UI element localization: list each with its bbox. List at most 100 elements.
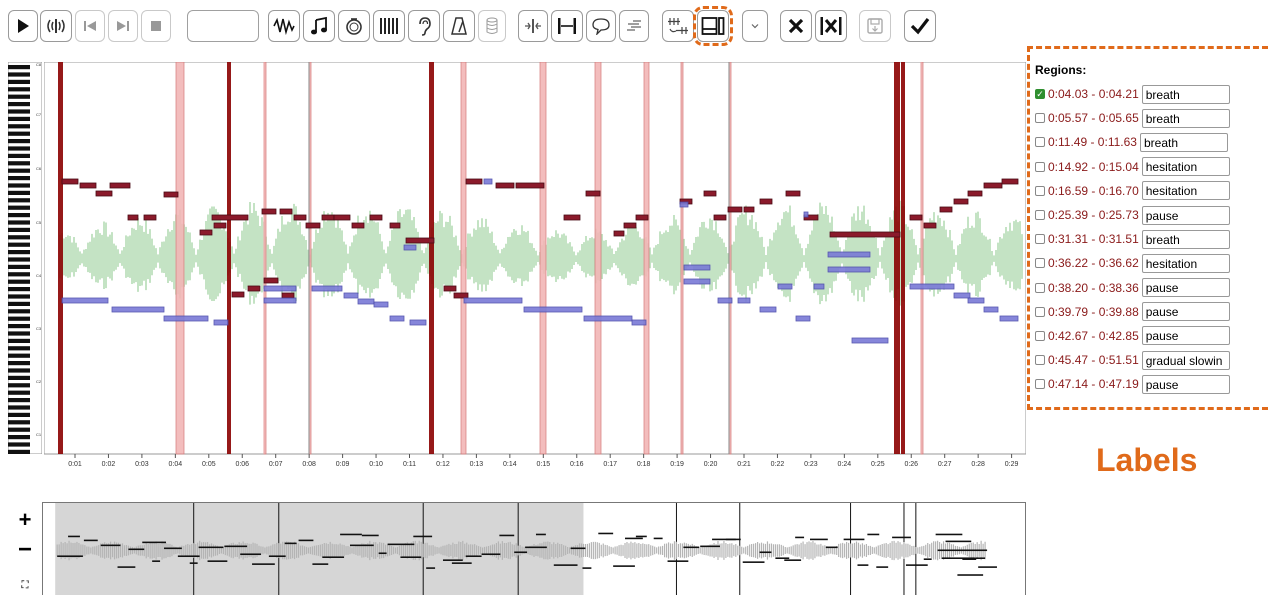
black-key [8, 242, 30, 247]
region-label-input[interactable]: pause [1141, 302, 1230, 322]
region-checkbox[interactable] [1035, 306, 1045, 317]
skip-back-button[interactable] [75, 10, 105, 42]
region-band [643, 62, 650, 455]
region-time[interactable]: 0:31.31 - 0:31.51 [1048, 232, 1139, 247]
region-dropdown[interactable] [742, 10, 768, 42]
region-checkbox[interactable] [1035, 161, 1045, 172]
region-checkbox[interactable] [1035, 379, 1045, 390]
ear-button[interactable] [408, 10, 440, 42]
align-button[interactable] [662, 10, 694, 42]
region-label-input[interactable]: breath [1141, 84, 1230, 104]
overview-timeline[interactable] [42, 502, 1026, 595]
stop-button[interactable] [141, 10, 171, 42]
region-time[interactable]: 0:42.67 - 0:42.85 [1048, 328, 1139, 343]
list-button[interactable] [619, 10, 649, 42]
audio-toggle-button[interactable] [40, 10, 72, 42]
region-checkbox[interactable] [1035, 113, 1045, 124]
time-tick-label: 0:19 [670, 461, 684, 468]
overview-note [759, 551, 772, 554]
comment-button[interactable] [586, 10, 616, 42]
region-label-input[interactable]: pause [1141, 278, 1230, 298]
note-red [703, 190, 717, 197]
play-button[interactable] [8, 10, 38, 42]
region-row: 0:39.79 - 0:39.88 pause [1035, 300, 1268, 324]
region-band-selected [227, 62, 231, 454]
zoom-in-button[interactable]: + [18, 507, 32, 532]
region-time[interactable]: 0:11.49 - 0:11.63 [1048, 135, 1137, 150]
piano-roll-plot[interactable]: 0:01 0:02 0:03 0:04 0:05 0:06 0:07 0:08 0:09 0:10… [44, 62, 1026, 474]
region-label-input[interactable]: hesitation [1141, 253, 1230, 273]
time-tick-label: 0:27 [938, 461, 952, 468]
region-label-input[interactable]: hesitation [1141, 181, 1230, 201]
database-button[interactable] [478, 10, 506, 42]
region-time[interactable]: 0:04.03 - 0:04.21 [1048, 87, 1139, 102]
region-label-input[interactable]: breath [1141, 229, 1230, 249]
time-tick-label: 0:12 [436, 461, 450, 468]
region-time[interactable]: 0:39.79 - 0:39.88 [1048, 304, 1139, 319]
region-time[interactable]: 0:16.59 - 0:16.70 [1048, 183, 1139, 198]
time-input[interactable] [187, 10, 259, 42]
delete-icon [788, 18, 804, 34]
black-key [8, 250, 30, 255]
zoom-out-button[interactable]: − [17, 536, 32, 563]
region-label-input[interactable]: hesitation [1141, 157, 1230, 177]
note-blue [777, 283, 793, 290]
note-red [279, 208, 293, 215]
regions-layout-button[interactable] [693, 6, 733, 46]
tuner-button[interactable] [443, 10, 475, 42]
region-label-input[interactable]: breath [1141, 108, 1230, 128]
black-key [8, 102, 30, 107]
time-tick-label: 0:08 [302, 461, 316, 468]
note-red [967, 190, 983, 197]
region-checkbox[interactable] [1035, 282, 1045, 293]
delete-region-button[interactable] [780, 10, 812, 42]
overview-note [867, 533, 880, 536]
black-key [8, 272, 30, 277]
black-key [8, 235, 30, 240]
region-checkbox[interactable] [1035, 210, 1045, 221]
region-checkbox[interactable] [1035, 234, 1045, 245]
note-blue [389, 315, 405, 322]
checkmark-icon: ✓ [1036, 88, 1044, 99]
note-blue [357, 298, 375, 305]
fit-view-icon[interactable]: ⛶ [21, 579, 29, 591]
overview-note [843, 538, 865, 541]
region-checkbox[interactable] [1035, 185, 1045, 196]
region-label-input[interactable]: gradual slowin [1141, 350, 1230, 370]
region-label-input[interactable]: breath [1139, 132, 1228, 152]
time-tick-label: 0:15 [536, 461, 550, 468]
region-label-input[interactable]: pause [1141, 374, 1230, 394]
range-button[interactable] [551, 10, 583, 42]
region-checkbox[interactable]: ✓ [1035, 88, 1045, 100]
region-time[interactable]: 0:14.92 - 0:15.04 [1048, 159, 1139, 174]
skip-forward-button[interactable] [108, 10, 138, 42]
region-time[interactable]: 0:45.47 - 0:51.51 [1048, 353, 1139, 368]
region-label-input[interactable]: pause [1141, 326, 1230, 346]
time-tick-label: 0:20 [704, 461, 718, 468]
region-band-selected [58, 62, 63, 454]
waveform-button[interactable] [268, 10, 300, 42]
bars-icon [380, 18, 398, 34]
region-checkbox[interactable] [1035, 355, 1045, 366]
region-time[interactable]: 0:05.57 - 0:05.65 [1048, 111, 1139, 126]
save-button[interactable] [859, 10, 891, 42]
delete-all-regions-button[interactable] [815, 10, 847, 42]
region-time[interactable]: 0:36.22 - 0:36.62 [1048, 256, 1139, 271]
region-label-input[interactable]: pause [1141, 205, 1230, 225]
overview-note [350, 544, 374, 547]
bars-button[interactable] [373, 10, 405, 42]
time-tick-label: 0:10 [369, 461, 383, 468]
metronome-ring-button[interactable] [338, 10, 370, 42]
region-time[interactable]: 0:25.39 - 0:25.73 [1048, 208, 1139, 223]
region-checkbox[interactable] [1035, 137, 1045, 148]
note-red [127, 214, 139, 221]
note-blue [263, 297, 297, 304]
region-time[interactable]: 0:38.20 - 0:38.36 [1048, 280, 1139, 295]
split-button[interactable] [518, 10, 548, 42]
notes-button[interactable] [303, 10, 335, 42]
region-checkbox[interactable] [1035, 330, 1045, 341]
metronome-ring-icon [346, 18, 362, 35]
region-checkbox[interactable] [1035, 258, 1045, 269]
region-time[interactable]: 0:47.14 - 0:47.19 [1048, 377, 1139, 392]
confirm-button[interactable] [904, 10, 936, 42]
